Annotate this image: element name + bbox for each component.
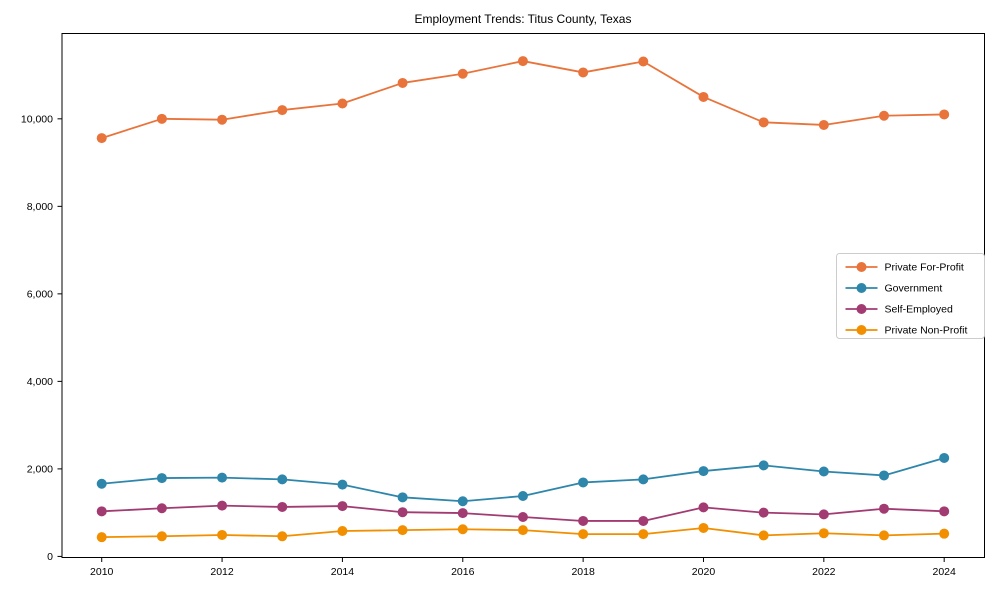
- series-government: [96, 452, 950, 507]
- data-point-private-non-profit: [818, 528, 829, 539]
- data-point-private-non-profit: [156, 531, 167, 542]
- series-self-employed: [96, 500, 950, 526]
- data-point-self-employed: [337, 501, 348, 512]
- data-point-private-non-profit: [578, 529, 589, 540]
- data-point-private-for-profit: [578, 67, 589, 78]
- x-tick-label: 2022: [812, 566, 836, 578]
- legend: Private For-Profit Government Self-Employe…: [836, 253, 985, 339]
- legend-label-private-for-profit: Private For-Profit: [885, 262, 964, 274]
- data-point-government: [939, 452, 950, 463]
- data-point-private-for-profit: [879, 110, 890, 121]
- data-point-self-employed: [758, 507, 769, 518]
- x-tick-label: 2010: [90, 566, 114, 578]
- y-tick-label: 6,000: [27, 289, 53, 301]
- data-point-private-non-profit: [96, 532, 107, 543]
- legend-label-private-non-profit: Private Non-Profit: [885, 325, 968, 337]
- data-point-government: [217, 472, 228, 483]
- data-point-government: [698, 466, 709, 477]
- x-tick-label: 2018: [571, 566, 595, 578]
- y-tick-label: 2,000: [27, 464, 53, 476]
- data-point-self-employed: [96, 506, 107, 517]
- data-point-government: [578, 477, 589, 488]
- data-point-self-employed: [698, 502, 709, 513]
- legend-marker-private-for-profit: [856, 262, 867, 272]
- data-point-government: [457, 496, 468, 507]
- data-point-private-for-profit: [818, 119, 829, 130]
- data-point-private-for-profit: [517, 56, 528, 67]
- data-point-self-employed: [217, 500, 228, 511]
- legend-box: [836, 253, 985, 339]
- x-tick-label: 2024: [933, 566, 957, 578]
- data-point-private-for-profit: [638, 56, 649, 67]
- plot-area: [61, 33, 985, 558]
- data-point-private-for-profit: [217, 114, 228, 125]
- data-point-private-for-profit: [397, 77, 408, 88]
- data-point-private-non-profit: [879, 530, 890, 541]
- data-point-private-non-profit: [939, 528, 950, 539]
- data-point-self-employed: [818, 509, 829, 520]
- data-point-self-employed: [879, 503, 890, 514]
- data-point-self-employed: [277, 501, 288, 512]
- chart-title: Employment Trends: Titus County, Texas: [414, 12, 632, 26]
- data-point-private-non-profit: [277, 531, 288, 542]
- data-point-self-employed: [397, 507, 408, 518]
- data-point-self-employed: [578, 515, 589, 526]
- legend-marker-government: [856, 283, 867, 293]
- data-point-private-non-profit: [337, 526, 348, 537]
- data-point-private-for-profit: [758, 117, 769, 128]
- series-private-non-profit: [96, 522, 950, 543]
- data-point-government: [638, 474, 649, 485]
- data-point-government: [397, 492, 408, 503]
- legend-marker-private-non-profit: [856, 325, 867, 335]
- y-tick-label: 4,000: [27, 376, 53, 388]
- data-point-self-employed: [156, 503, 167, 514]
- y-tick-label: 0: [47, 551, 53, 563]
- y-tick-label: 10,000: [21, 114, 53, 126]
- x-tick-label: 2016: [451, 566, 475, 578]
- data-point-private-non-profit: [457, 524, 468, 535]
- data-point-private-for-profit: [457, 68, 468, 79]
- data-point-self-employed: [939, 506, 950, 517]
- data-point-government: [96, 478, 107, 489]
- data-point-private-for-profit: [96, 133, 107, 144]
- data-point-private-non-profit: [758, 530, 769, 541]
- data-point-self-employed: [457, 508, 468, 519]
- data-point-government: [879, 470, 890, 481]
- data-point-government: [517, 491, 528, 502]
- data-point-self-employed: [638, 515, 649, 526]
- data-point-private-for-profit: [277, 105, 288, 116]
- series-private-for-profit: [96, 56, 950, 144]
- data-point-self-employed: [517, 512, 528, 523]
- data-point-private-for-profit: [939, 109, 950, 120]
- x-tick-label: 2020: [692, 566, 716, 578]
- x-tick-label: 2014: [331, 566, 355, 578]
- data-point-government: [277, 474, 288, 485]
- data-point-private-for-profit: [156, 113, 167, 124]
- data-point-private-for-profit: [698, 91, 709, 102]
- data-point-private-for-profit: [337, 98, 348, 109]
- legend-label-self-employed: Self-Employed: [885, 304, 953, 316]
- data-point-government: [337, 479, 348, 490]
- data-point-government: [818, 466, 829, 477]
- x-tick-label: 2012: [210, 566, 234, 578]
- data-point-private-non-profit: [638, 529, 649, 540]
- data-point-government: [758, 460, 769, 471]
- y-tick-label: 8,000: [27, 201, 53, 213]
- data-point-private-non-profit: [217, 529, 228, 540]
- data-point-government: [156, 473, 167, 484]
- data-point-private-non-profit: [517, 525, 528, 536]
- legend-label-government: Government: [885, 283, 943, 295]
- data-point-private-non-profit: [397, 525, 408, 536]
- legend-marker-self-employed: [856, 304, 867, 314]
- data-point-private-non-profit: [698, 522, 709, 533]
